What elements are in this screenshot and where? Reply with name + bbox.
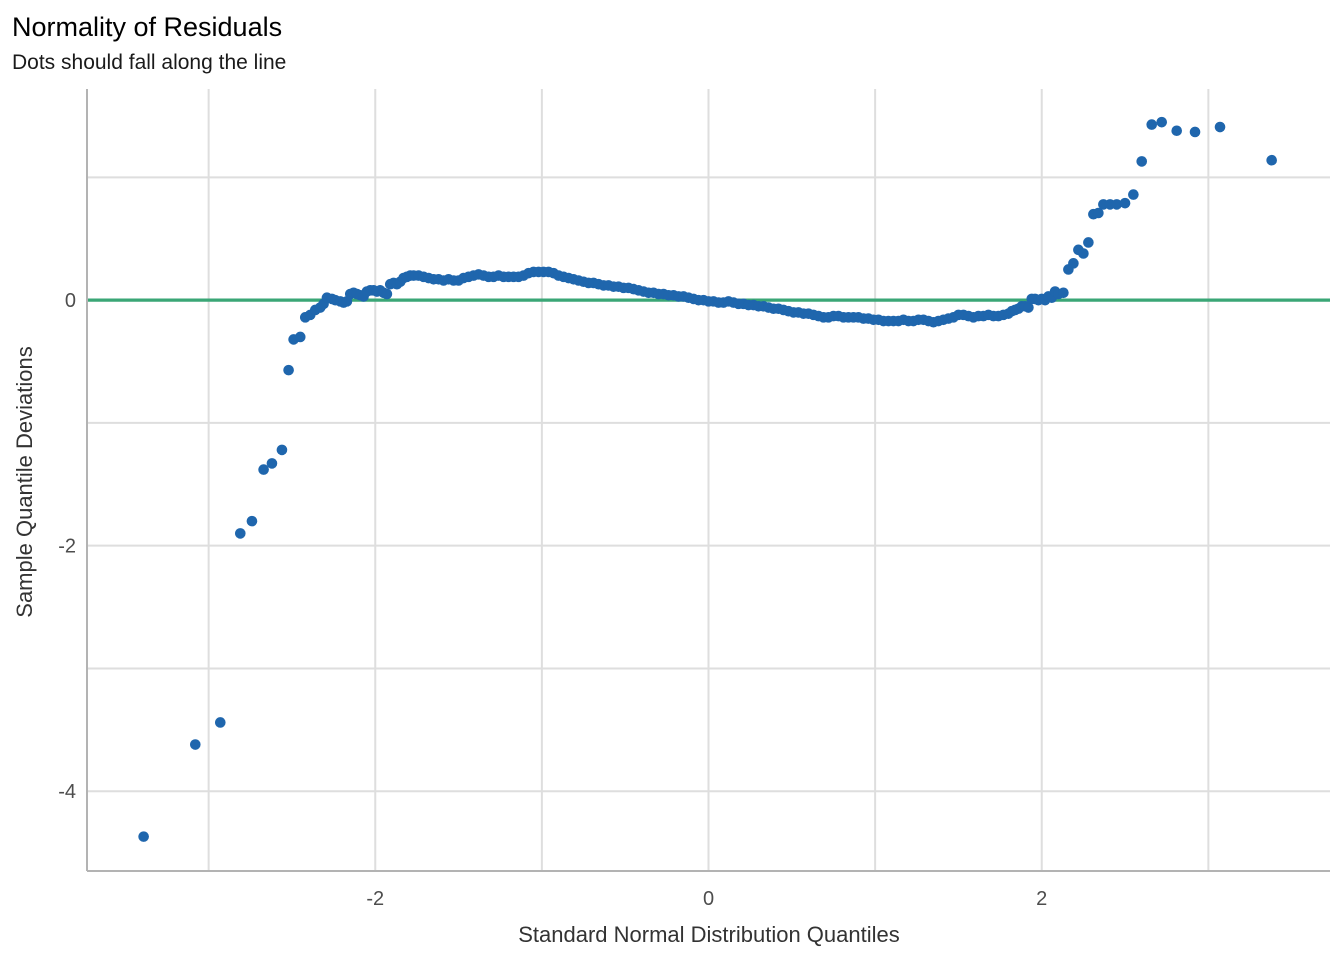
grid <box>87 89 1330 871</box>
data-point <box>1128 189 1139 200</box>
data-point <box>1266 154 1277 166</box>
x-axis-title: Standard Normal Distribution Quantiles <box>518 922 900 947</box>
data-point <box>1078 248 1089 259</box>
y-tick-label: -4 <box>58 781 76 803</box>
data-point <box>294 331 306 343</box>
x-tick-label: -2 <box>366 888 384 910</box>
data-point <box>1214 121 1226 133</box>
data-point <box>276 444 288 456</box>
x-tick-label: 0 <box>703 888 714 910</box>
data-point <box>1189 126 1201 138</box>
data-point <box>246 515 258 527</box>
data-point <box>266 458 278 469</box>
data-point <box>190 739 201 750</box>
data-point <box>1058 287 1069 299</box>
data-point <box>283 364 294 376</box>
chart-title: Normality of Residuals <box>12 12 282 42</box>
data-point <box>258 464 269 475</box>
data-point <box>1146 119 1158 130</box>
axes <box>86 89 1330 872</box>
data-point <box>1171 125 1183 137</box>
data-point <box>381 288 393 300</box>
data-point <box>138 831 149 842</box>
y-tick-label: -2 <box>58 536 76 558</box>
data-point <box>214 717 226 728</box>
data-point <box>1093 207 1104 219</box>
data-point <box>1068 258 1079 269</box>
tick-labels: -2 0 2 -4 -2 0 <box>58 290 1047 910</box>
data-points <box>138 116 1277 842</box>
data-point <box>1023 302 1034 313</box>
y-axis-title: Sample Quantile Deviations <box>12 346 37 617</box>
data-point <box>1111 199 1123 210</box>
data-point <box>1156 116 1168 128</box>
y-tick-label: 0 <box>65 290 76 312</box>
data-point <box>1136 156 1148 167</box>
data-point <box>234 528 246 539</box>
chart-subtitle: Dots should fall along the line <box>12 51 286 74</box>
data-point <box>1083 237 1094 248</box>
x-tick-label: 2 <box>1036 888 1047 910</box>
data-point <box>1119 197 1131 209</box>
